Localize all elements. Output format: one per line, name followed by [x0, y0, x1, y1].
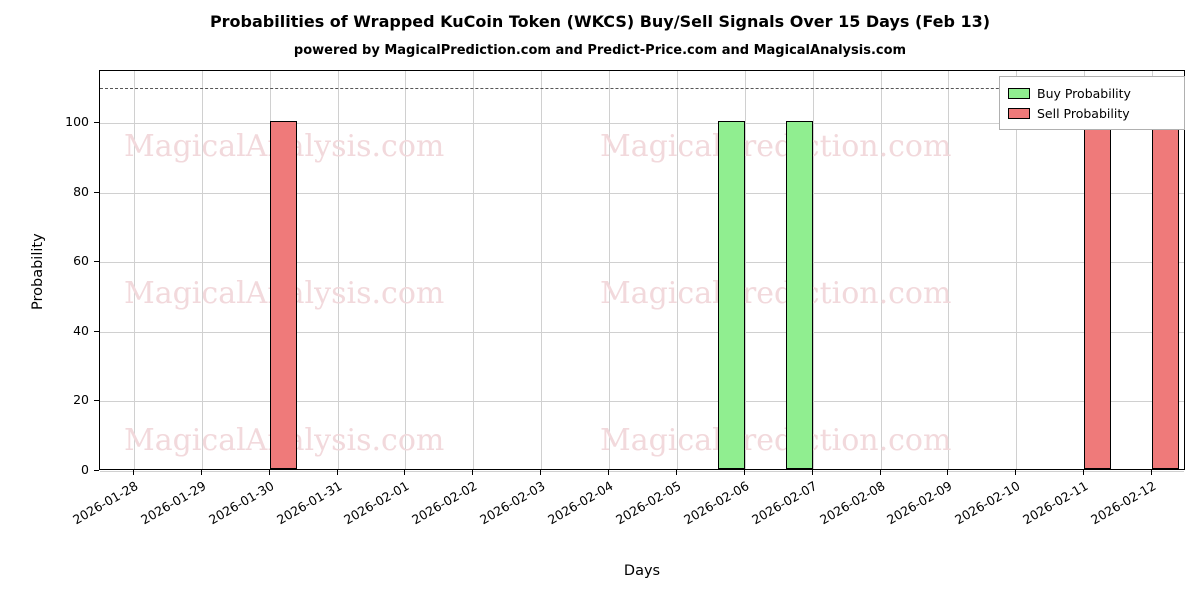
gridline-vertical: [133, 71, 135, 469]
chart-title: Probabilities of Wrapped KuCoin Token (W…: [209, 12, 991, 31]
gridline-horizontal: [100, 471, 1184, 472]
gridline-vertical: [473, 71, 475, 469]
legend-item-sell: Sell Probability: [1008, 103, 1176, 123]
x-tick-mark: [336, 470, 338, 475]
x-tick-mark: [540, 470, 542, 475]
x-tick-mark: [1015, 470, 1017, 475]
legend-swatch-sell: [1008, 107, 1030, 119]
gridline-horizontal: [100, 123, 1184, 125]
x-tick-mark: [200, 470, 202, 475]
x-tick-mark: [132, 470, 134, 475]
y-tick-label: 0: [81, 462, 89, 477]
gridline-vertical: [880, 71, 882, 469]
legend-label-sell: Sell Probability: [1037, 105, 1130, 121]
y-tick-label: 80: [73, 183, 89, 199]
y-tick-mark: [94, 191, 99, 193]
chart-subtitle: powered by MagicalPrediction.com and Pre…: [293, 43, 907, 58]
gridline-vertical: [744, 71, 746, 469]
gridline-vertical: [676, 71, 678, 469]
x-tick-mark: [947, 470, 949, 475]
x-tick-mark: [608, 470, 610, 475]
x-tick-mark: [268, 470, 270, 475]
x-tick-mark: [1083, 470, 1085, 475]
x-tick-mark: [404, 470, 406, 475]
y-axis-label: Probability: [30, 233, 46, 310]
y-tick-mark: [94, 261, 99, 263]
gridline-vertical: [1016, 71, 1018, 469]
y-tick-mark: [94, 330, 99, 332]
x-axis-label: Days: [623, 563, 661, 579]
watermark-text: MagicalPrediction.com: [600, 423, 952, 458]
legend-item-buy: Buy Probability: [1008, 83, 1176, 103]
x-tick-mark: [675, 470, 677, 475]
x-tick-mark: [1151, 470, 1153, 475]
bar: [785, 121, 813, 469]
bar: [717, 121, 745, 469]
legend-swatch-buy: [1008, 87, 1030, 99]
x-tick-mark: [811, 470, 813, 475]
x-tick-mark: [472, 470, 474, 475]
gridline-vertical: [201, 71, 203, 469]
gridline-vertical: [337, 71, 339, 469]
gridline-vertical: [541, 71, 543, 469]
gridline-horizontal: [100, 331, 1184, 333]
threshold-dashed-line: [100, 88, 1184, 90]
bar: [269, 121, 297, 469]
watermark-text: MagicalPrediction.com: [600, 276, 952, 311]
y-tick-label: 40: [73, 322, 89, 338]
y-tick-mark: [94, 470, 99, 471]
y-tick-label: 60: [73, 253, 89, 269]
y-tick-label: 20: [73, 392, 89, 408]
plot-area: MagicalAnalysis.comMagicalPrediction.com…: [99, 70, 1185, 472]
gridline-vertical: [812, 71, 814, 469]
y-tick-label: 100: [65, 114, 89, 130]
bar: [1084, 121, 1112, 469]
x-tick-mark: [743, 470, 745, 475]
legend-label-buy: Buy Probability: [1037, 85, 1131, 101]
y-tick-mark: [94, 122, 99, 124]
y-tick-mark: [94, 400, 99, 402]
gridline-vertical: [609, 71, 611, 469]
watermark-text: MagicalPrediction.com: [600, 129, 952, 164]
gridline-horizontal: [100, 262, 1184, 264]
x-tick-mark: [879, 470, 881, 475]
gridline-vertical: [948, 71, 950, 469]
gridline-horizontal: [100, 192, 1184, 194]
gridline-horizontal: [100, 401, 1184, 403]
bar: [1152, 121, 1180, 469]
legend: Buy Probability Sell Probability: [999, 76, 1185, 130]
gridline-vertical: [405, 71, 407, 469]
